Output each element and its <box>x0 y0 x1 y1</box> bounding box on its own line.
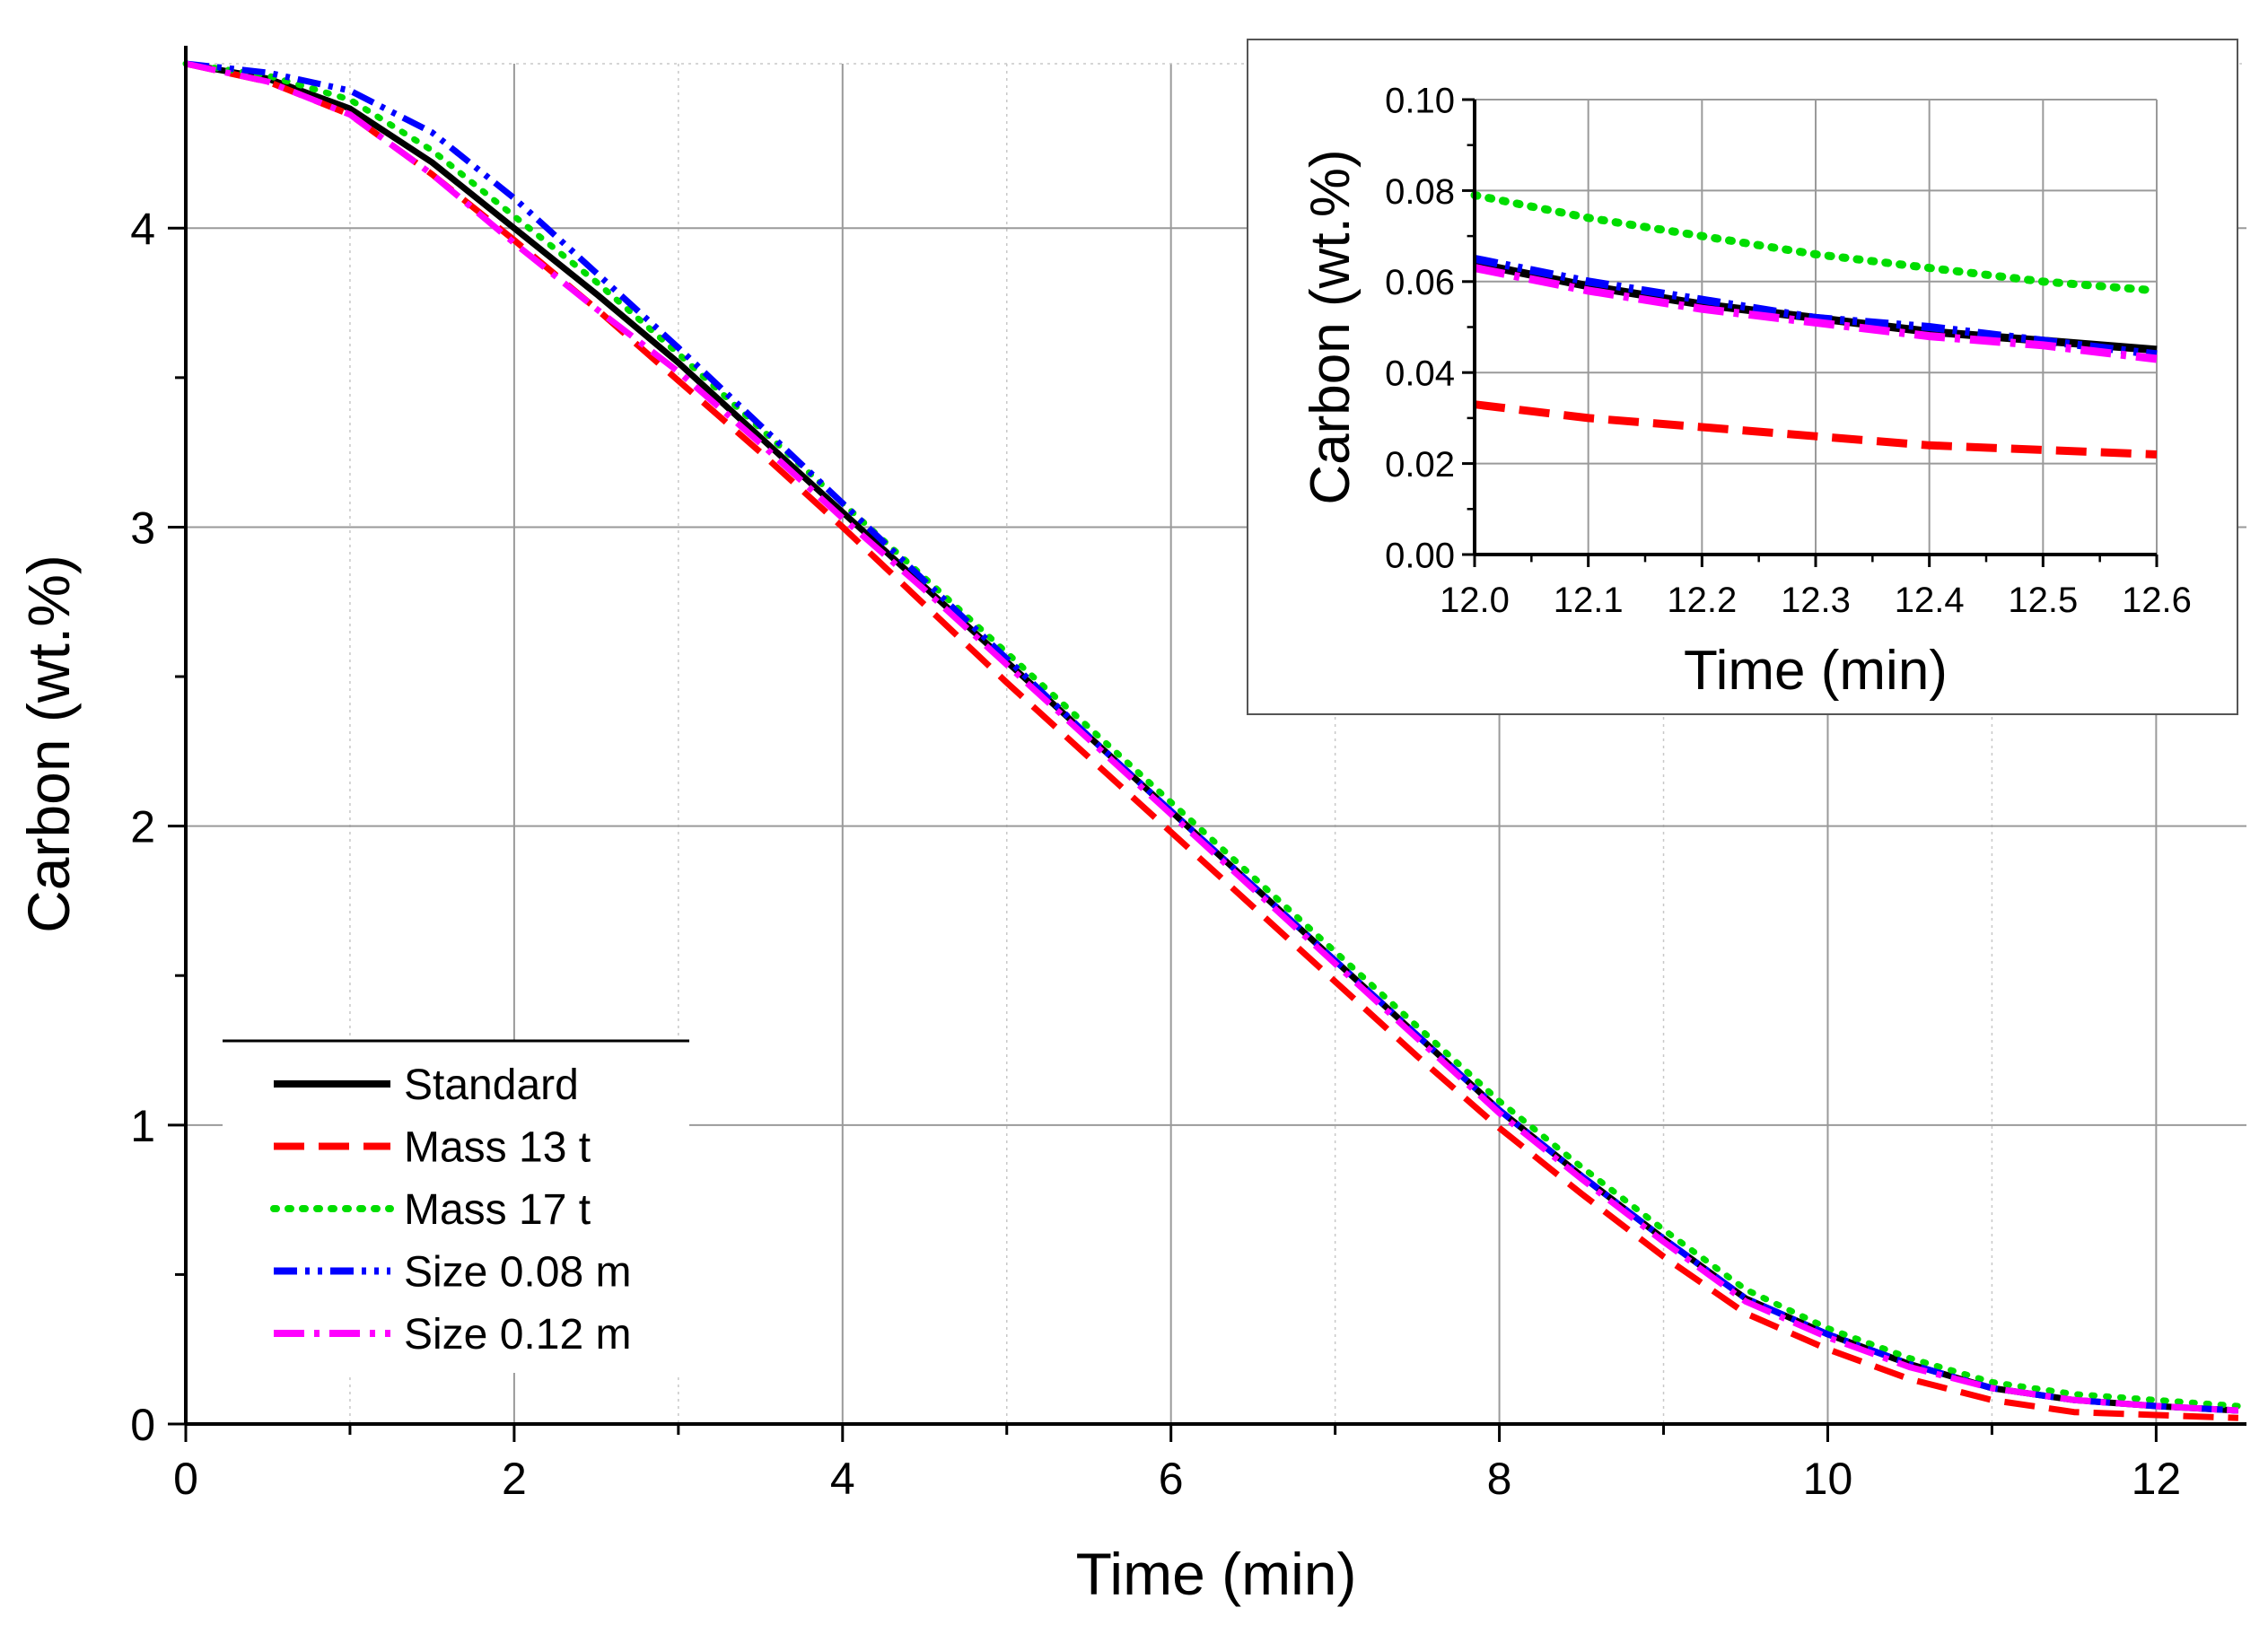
legend-label-mass-17-t: Mass 17 t <box>404 1186 591 1234</box>
legend-label-size-0-12-m: Size 0.12 m <box>404 1311 631 1359</box>
main-x-tick-label: 0 <box>173 1454 198 1504</box>
main-y-tick-label: 1 <box>130 1101 155 1151</box>
legend-label-standard: Standard <box>404 1061 579 1109</box>
inset-y-tick-label: 0.10 <box>1385 81 1455 120</box>
inset-grid <box>1475 99 2158 555</box>
main-x-tick-label: 4 <box>830 1454 855 1504</box>
inset-y-tick-label: 0.02 <box>1385 445 1455 485</box>
main-x-tick-label: 8 <box>1487 1454 1512 1504</box>
inset-axes: 12.0 12.1 12.2 12.3 12.4 12.5 12.6 0.00 0.02 0.04… <box>1300 81 2192 702</box>
inset-y-tick-label: 0.00 <box>1385 536 1455 575</box>
inset-y-tick-label: 0.06 <box>1385 263 1455 302</box>
inset-x-tick-label: 12.1 <box>1554 581 1624 620</box>
legend-label-size-0-08-m: Size 0.08 m <box>404 1249 631 1297</box>
main-y-tick-label: 3 <box>130 502 155 553</box>
main-series-mass-13-t <box>185 60 2239 1421</box>
inset-x-tick-label: 12.3 <box>1781 581 1851 620</box>
main-x-tick-label: 6 <box>1159 1454 1184 1504</box>
inset-series-mass-13-t <box>1474 400 2158 459</box>
inset-y-tick-label: 0.08 <box>1385 172 1455 212</box>
inset-series-size-0-12-m <box>1474 264 2158 363</box>
main-y-tick-label: 0 <box>130 1400 155 1450</box>
inset-series-group <box>1470 191 2161 459</box>
legend-label-mass-13-t: Mass 13 t <box>404 1124 591 1172</box>
inset-x-tick-label: 12.2 <box>1667 581 1737 620</box>
legend: Standard Mass 13 t Mass 17 t Size 0.08 m Siz… <box>223 1039 689 1373</box>
main-series-group <box>182 60 2242 1421</box>
inset-series-mass-17-t <box>1470 191 2161 295</box>
main-series-size-0-12-m <box>185 60 2239 1414</box>
main-series-mass-17-t <box>182 60 2242 1410</box>
inset-y-axis-title: Carbon (wt.%) <box>1300 149 1362 504</box>
inset-x-tick-label: 12.0 <box>1440 581 1510 620</box>
inset-x-axis-title: Time (min) <box>1684 640 1948 702</box>
inset-chart: 12.0 12.1 12.2 12.3 12.4 12.5 12.6 0.00 0.02 0.04… <box>1247 39 2238 715</box>
inset-y-tick-label: 0.04 <box>1385 354 1455 394</box>
inset-x-tick-label: 12.6 <box>2122 581 2192 620</box>
main-x-axis-title: Time (min) <box>1076 1541 1357 1607</box>
main-y-axis-title: Carbon (wt.%) <box>15 555 82 933</box>
main-x-tick-label: 10 <box>1803 1454 1853 1504</box>
main-x-tick-label: 12 <box>2132 1454 2182 1504</box>
inset-x-tick-label: 12.4 <box>1895 581 1965 620</box>
main-y-tick-label: 2 <box>130 802 155 852</box>
inset-background <box>1247 39 2238 715</box>
inset-x-tick-label: 12.5 <box>2008 581 2078 620</box>
inset-series-size-0-08-m <box>1474 254 2158 359</box>
main-x-tick-label: 2 <box>502 1454 527 1504</box>
main-y-tick-label: 4 <box>130 204 155 254</box>
